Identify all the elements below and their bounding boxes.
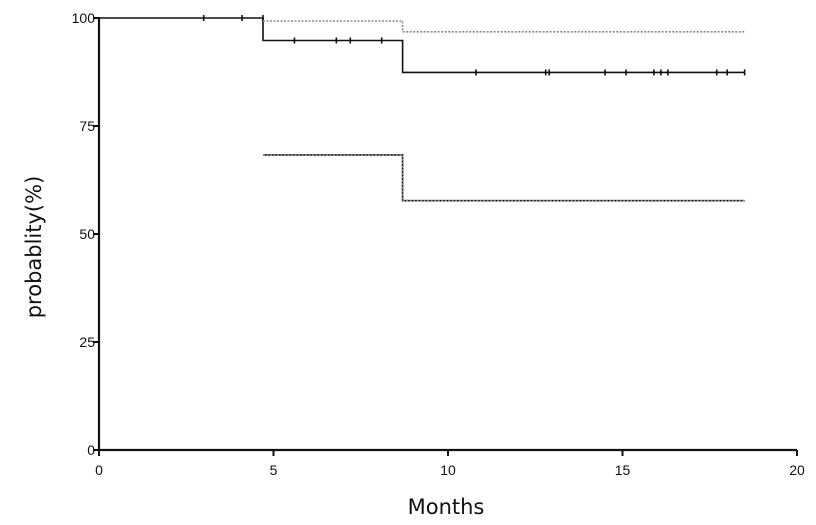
series-line-1 <box>99 17 745 74</box>
y-tick-label: 100 <box>72 10 96 26</box>
x-tick-label: 20 <box>789 462 805 478</box>
x-tick-label: 0 <box>95 462 103 478</box>
x-tick-label: 15 <box>615 462 631 478</box>
series-line-2 <box>263 20 745 33</box>
series-line-3 <box>263 154 745 202</box>
y-ticks: 0 25 50 75 100 <box>72 10 99 458</box>
x-axis-title: Months <box>408 495 485 519</box>
plot-area <box>99 15 746 202</box>
y-axis-title: probablity(%) <box>22 176 46 319</box>
y-tick-label: 25 <box>79 334 95 350</box>
x-ticks: 0 5 10 15 20 <box>95 450 805 478</box>
axes <box>97 17 797 452</box>
y-tick-label: 0 <box>87 442 95 458</box>
series-line-4 <box>263 154 745 202</box>
y-tick-label: 50 <box>79 226 95 242</box>
y-tick-label: 75 <box>79 118 95 134</box>
x-tick-label: 10 <box>440 462 456 478</box>
x-tick-label: 5 <box>270 462 278 478</box>
